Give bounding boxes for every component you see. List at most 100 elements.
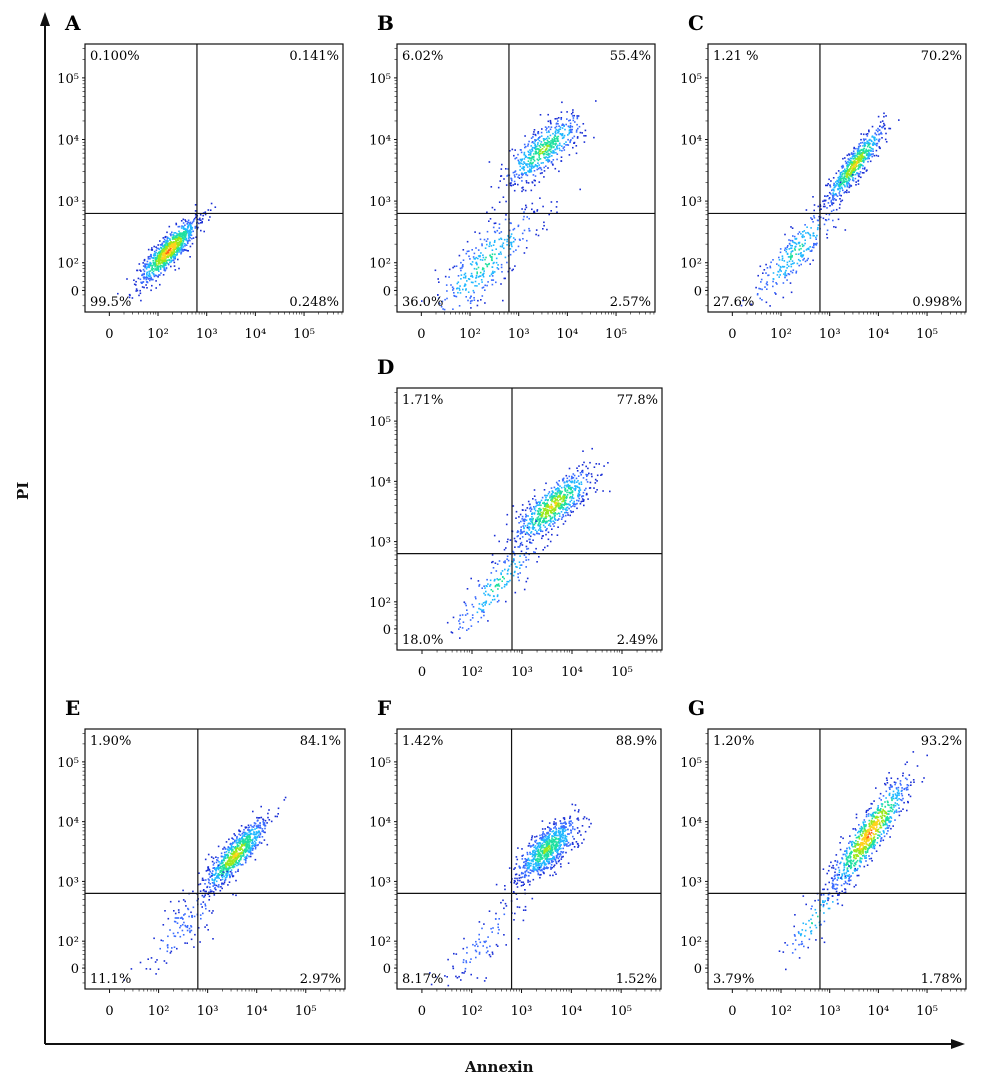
event-dot <box>180 246 183 249</box>
event-dot <box>561 101 563 104</box>
event-dot <box>172 249 174 251</box>
event-dot <box>526 526 529 529</box>
event-dot <box>482 274 484 276</box>
event-dot <box>601 473 603 476</box>
event-dot <box>544 507 547 510</box>
event-dot <box>202 896 205 898</box>
event-dot <box>152 254 155 257</box>
event-dot <box>234 871 237 873</box>
event-dot <box>500 231 503 233</box>
event-dot <box>876 142 879 145</box>
event-dot <box>776 283 778 285</box>
event-dot <box>234 839 236 842</box>
event-dot <box>496 601 499 603</box>
event-dot <box>477 257 479 260</box>
event-dot <box>257 824 259 827</box>
event-dot <box>157 244 159 246</box>
event-dot <box>522 238 524 240</box>
event-dot <box>542 507 545 510</box>
event-dot <box>859 153 862 156</box>
event-dot <box>544 149 547 151</box>
event-dot <box>566 491 568 494</box>
event-dot <box>838 175 841 178</box>
event-dot <box>516 566 518 568</box>
event-dot <box>809 250 812 252</box>
event-dot <box>793 262 795 264</box>
event-dot <box>532 523 535 526</box>
event-dot <box>246 844 249 846</box>
event-dot <box>846 175 848 178</box>
event-dot <box>838 192 841 194</box>
event-dot <box>844 185 846 188</box>
event-dot <box>189 230 191 233</box>
event-dot <box>551 490 554 492</box>
event-dot <box>547 538 550 541</box>
event-dot <box>207 869 209 872</box>
event-dot <box>218 884 220 886</box>
event-dot <box>209 891 212 893</box>
event-dot <box>544 157 546 159</box>
event-dot <box>861 157 863 159</box>
event-dot <box>252 833 254 835</box>
event-dot <box>528 538 530 541</box>
event-dot <box>523 229 526 232</box>
event-dot <box>591 447 593 450</box>
event-dot <box>490 273 493 276</box>
event-dot <box>541 496 544 499</box>
event-dot <box>839 178 842 181</box>
event-dot <box>189 239 191 242</box>
event-dot <box>869 146 872 149</box>
event-dot <box>251 847 253 849</box>
event-dot <box>536 513 539 515</box>
event-dot <box>877 127 879 130</box>
event-dot <box>810 217 812 219</box>
event-dot <box>549 134 552 137</box>
event-dot <box>264 825 266 827</box>
event-dot <box>554 504 557 507</box>
event-dot <box>198 222 200 225</box>
event-dot <box>249 850 251 852</box>
event-dot <box>534 175 537 177</box>
event-dot <box>826 184 829 187</box>
event-dot <box>226 848 229 851</box>
event-dot <box>573 482 576 484</box>
event-dot <box>558 487 560 490</box>
event-dot <box>227 869 229 872</box>
event-dot <box>255 825 258 827</box>
event-dot <box>565 514 567 517</box>
event-dot <box>549 507 551 509</box>
event-dot <box>858 153 861 156</box>
event-dot <box>545 533 547 536</box>
event-dot <box>224 877 227 879</box>
event-dot <box>511 148 514 151</box>
event-dot <box>833 182 835 185</box>
event-dot <box>207 929 209 931</box>
event-dot <box>813 204 816 206</box>
event-dot <box>530 508 533 511</box>
event-dot <box>514 570 516 573</box>
event-dot <box>573 474 576 477</box>
event-dot <box>563 134 566 137</box>
event-dot <box>230 860 232 862</box>
event-dot <box>468 255 470 258</box>
event-dot <box>151 257 153 259</box>
event-dot <box>144 263 146 265</box>
event-dot <box>784 273 787 275</box>
event-dot <box>839 203 841 206</box>
event-dot <box>157 247 160 250</box>
event-dot <box>542 138 545 140</box>
event-dot <box>181 248 184 251</box>
event-dot <box>184 219 186 221</box>
event-dot <box>575 152 578 155</box>
event-dot <box>513 558 515 560</box>
event-dot <box>577 475 580 477</box>
event-dot <box>248 851 251 854</box>
event-dot <box>513 554 516 556</box>
event-dot <box>513 227 516 230</box>
event-dot <box>458 254 461 257</box>
event-dot <box>556 201 558 203</box>
event-dot <box>756 293 759 295</box>
event-dot <box>237 845 240 847</box>
event-dot <box>595 463 598 465</box>
event-dot <box>176 232 178 235</box>
